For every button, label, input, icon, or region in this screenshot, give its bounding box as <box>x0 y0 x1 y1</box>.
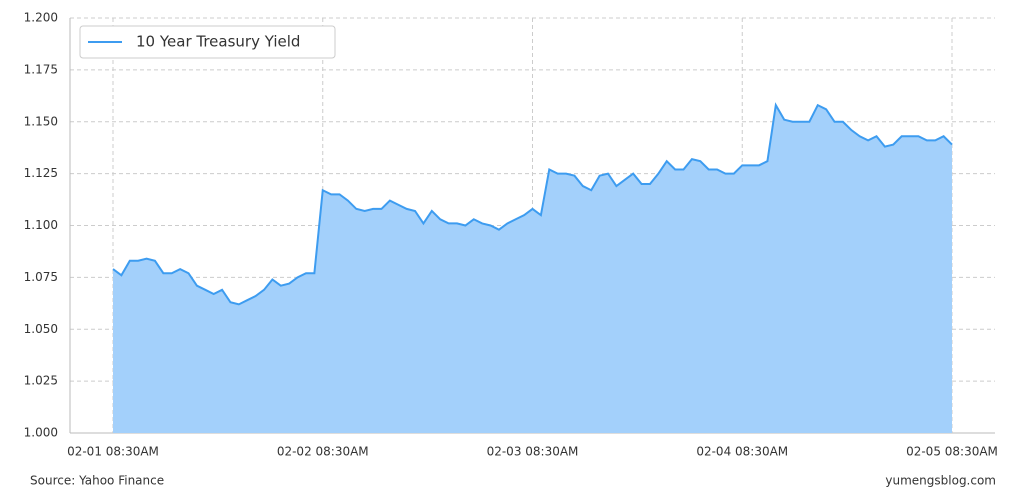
x-tick-label: 02-04 08:30AM <box>696 445 788 459</box>
y-tick-label: 1.075 <box>24 270 58 284</box>
y-tick-label: 1.175 <box>24 62 58 76</box>
area <box>113 105 952 434</box>
y-tick-label: 1.050 <box>24 322 58 336</box>
y-tick-label: 1.125 <box>24 166 58 180</box>
y-tick-label: 1.000 <box>24 426 58 440</box>
y-tick-label: 1.200 <box>24 11 58 25</box>
credit-note: yumengsblog.com <box>885 474 996 488</box>
legend-label: 10 Year Treasury Yield <box>136 33 300 51</box>
x-tick-label: 02-01 08:30AM <box>67 445 159 459</box>
x-tick-label: 02-02 08:30AM <box>277 445 369 459</box>
y-tick-label: 1.100 <box>24 218 58 232</box>
x-tick-label: 02-03 08:30AM <box>487 445 579 459</box>
line <box>112 102 953 306</box>
y-tick-label: 1.025 <box>24 374 58 388</box>
y-tick-label: 1.150 <box>24 114 58 128</box>
x-tick-label: 02-05 08:30AM <box>906 445 998 459</box>
source-note: Source: Yahoo Finance <box>30 474 164 488</box>
legend-box <box>79 25 336 59</box>
